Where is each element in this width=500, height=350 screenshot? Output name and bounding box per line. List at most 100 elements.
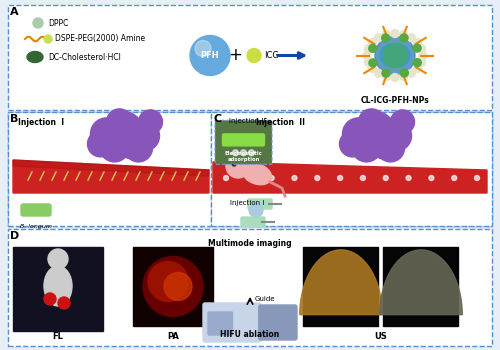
Circle shape <box>382 34 390 42</box>
Circle shape <box>400 30 407 38</box>
Circle shape <box>164 273 192 301</box>
Text: Injection I: Injection I <box>230 200 264 206</box>
Circle shape <box>358 112 394 148</box>
Circle shape <box>48 249 68 269</box>
Circle shape <box>391 74 399 82</box>
FancyBboxPatch shape <box>259 305 297 340</box>
Circle shape <box>232 162 236 166</box>
Text: Injection  II: Injection II <box>256 118 305 127</box>
Circle shape <box>195 41 211 56</box>
Circle shape <box>368 38 376 47</box>
Text: DPPC: DPPC <box>48 19 68 28</box>
Circle shape <box>382 69 390 77</box>
Circle shape <box>190 35 230 76</box>
Polygon shape <box>13 160 209 176</box>
Circle shape <box>228 153 236 161</box>
Circle shape <box>44 35 52 43</box>
Circle shape <box>413 44 421 52</box>
Circle shape <box>414 64 422 72</box>
Circle shape <box>143 257 203 316</box>
Circle shape <box>90 118 122 150</box>
Circle shape <box>400 34 408 42</box>
Text: adsorption: adsorption <box>228 157 260 162</box>
Bar <box>211 112 492 226</box>
Circle shape <box>124 134 152 162</box>
Circle shape <box>130 121 160 151</box>
Text: Electrostatic: Electrostatic <box>224 151 262 156</box>
Ellipse shape <box>44 266 72 306</box>
Circle shape <box>369 44 377 52</box>
Circle shape <box>382 30 390 38</box>
Circle shape <box>391 29 399 37</box>
FancyBboxPatch shape <box>241 217 265 227</box>
Text: Injection II: Injection II <box>229 118 265 124</box>
Circle shape <box>374 69 382 77</box>
Circle shape <box>106 109 132 135</box>
Circle shape <box>246 175 252 181</box>
Circle shape <box>400 72 407 81</box>
Text: C: C <box>213 114 221 124</box>
Circle shape <box>376 134 404 162</box>
Bar <box>8 112 211 226</box>
Text: D: D <box>10 231 19 241</box>
Circle shape <box>225 150 239 164</box>
Circle shape <box>368 125 402 159</box>
Circle shape <box>249 203 263 217</box>
Circle shape <box>33 18 43 28</box>
Bar <box>303 247 378 326</box>
Circle shape <box>224 175 228 181</box>
Circle shape <box>406 175 411 181</box>
Bar <box>13 247 103 331</box>
Circle shape <box>408 69 416 77</box>
Circle shape <box>383 43 407 68</box>
Text: CL-ICG-PFH-NPs: CL-ICG-PFH-NPs <box>360 96 430 105</box>
Text: US: US <box>374 332 387 341</box>
Circle shape <box>382 121 412 151</box>
Circle shape <box>240 150 246 156</box>
Ellipse shape <box>380 43 410 68</box>
Circle shape <box>358 109 384 135</box>
Ellipse shape <box>27 51 43 63</box>
Text: Injection  I: Injection I <box>18 118 64 127</box>
FancyBboxPatch shape <box>208 312 233 335</box>
Circle shape <box>368 64 376 72</box>
Circle shape <box>419 51 427 60</box>
Circle shape <box>383 175 388 181</box>
Circle shape <box>226 154 250 178</box>
Text: FL: FL <box>52 332 64 341</box>
Circle shape <box>369 59 377 67</box>
Bar <box>8 112 492 226</box>
Circle shape <box>452 175 456 181</box>
Text: PA: PA <box>167 332 179 341</box>
Circle shape <box>360 175 366 181</box>
FancyBboxPatch shape <box>248 199 272 209</box>
Circle shape <box>338 175 342 181</box>
Circle shape <box>138 110 162 134</box>
Circle shape <box>364 45 372 53</box>
Text: A: A <box>10 7 18 17</box>
FancyBboxPatch shape <box>215 120 272 164</box>
Bar <box>8 5 492 110</box>
Text: HIFU ablation: HIFU ablation <box>220 330 280 339</box>
Bar <box>133 247 213 326</box>
Circle shape <box>315 175 320 181</box>
Polygon shape <box>213 162 487 193</box>
Text: ICG: ICG <box>264 51 279 60</box>
FancyBboxPatch shape <box>222 134 264 146</box>
Ellipse shape <box>242 163 272 185</box>
Circle shape <box>400 69 408 77</box>
Circle shape <box>474 175 480 181</box>
Circle shape <box>364 58 372 66</box>
Circle shape <box>390 110 414 134</box>
Circle shape <box>248 150 254 156</box>
Circle shape <box>352 132 382 162</box>
Circle shape <box>429 175 434 181</box>
Circle shape <box>58 297 70 309</box>
Circle shape <box>374 34 382 42</box>
Circle shape <box>340 131 365 157</box>
Text: DC-Cholesterol·HCl: DC-Cholesterol·HCl <box>48 52 121 62</box>
Circle shape <box>342 118 374 150</box>
FancyBboxPatch shape <box>203 303 261 342</box>
Circle shape <box>418 58 426 66</box>
Circle shape <box>232 150 238 156</box>
